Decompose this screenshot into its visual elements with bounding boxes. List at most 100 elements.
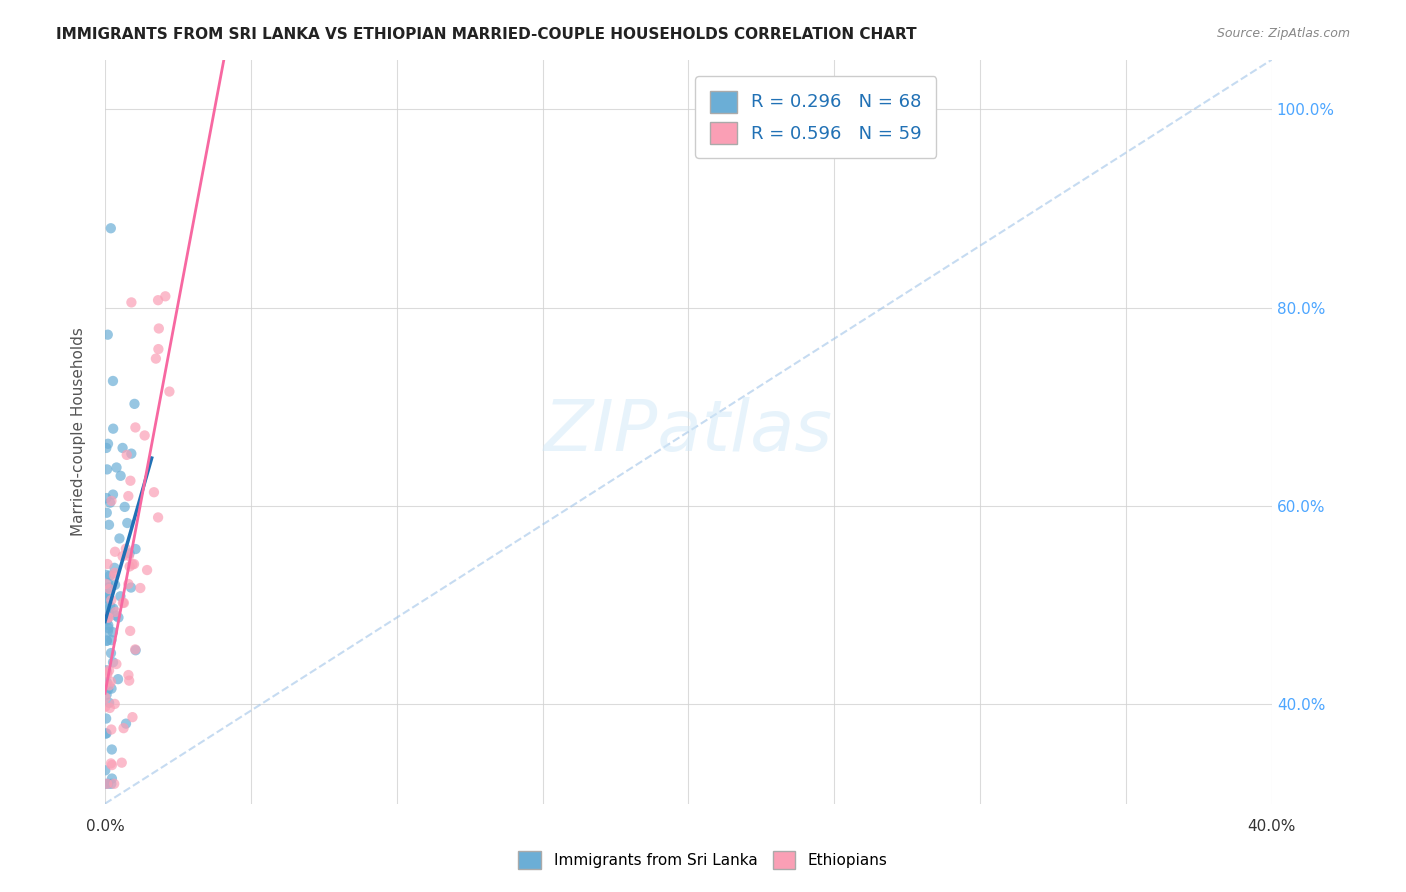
Point bbox=[104, 608, 127, 623]
Point bbox=[148, 321, 170, 335]
Point bbox=[121, 558, 143, 572]
Point bbox=[96, 663, 118, 677]
Point bbox=[96, 726, 118, 740]
Point bbox=[96, 777, 118, 791]
Point bbox=[103, 601, 125, 615]
Point bbox=[96, 491, 118, 505]
Point bbox=[124, 643, 146, 657]
Point bbox=[117, 516, 139, 530]
Point bbox=[97, 621, 120, 635]
Point bbox=[111, 441, 134, 455]
Point bbox=[104, 578, 127, 592]
Point bbox=[105, 657, 128, 671]
Point bbox=[96, 667, 118, 681]
Point bbox=[94, 589, 117, 603]
Point bbox=[101, 758, 124, 772]
Point bbox=[97, 327, 120, 342]
Point bbox=[101, 772, 124, 786]
Point bbox=[97, 586, 120, 600]
Point bbox=[105, 460, 128, 475]
Point bbox=[157, 384, 180, 399]
Text: 40.0%: 40.0% bbox=[1247, 819, 1296, 833]
Point bbox=[100, 756, 122, 771]
Point bbox=[129, 581, 152, 595]
Point bbox=[118, 559, 141, 574]
Point bbox=[96, 675, 118, 690]
Text: ZIPatlas: ZIPatlas bbox=[544, 397, 832, 467]
Point bbox=[100, 221, 122, 235]
Point bbox=[100, 593, 122, 607]
Point bbox=[120, 447, 142, 461]
Point bbox=[120, 295, 142, 310]
Point bbox=[115, 448, 138, 462]
Point bbox=[104, 545, 127, 559]
Point bbox=[111, 756, 134, 770]
Point bbox=[104, 566, 127, 580]
Point bbox=[97, 610, 120, 624]
Point bbox=[98, 568, 121, 582]
Point bbox=[120, 581, 142, 595]
Point bbox=[101, 487, 124, 501]
Point bbox=[94, 712, 117, 726]
Point bbox=[98, 664, 121, 678]
Point bbox=[96, 665, 118, 680]
Point bbox=[124, 542, 146, 557]
Text: Source: ZipAtlas.com: Source: ZipAtlas.com bbox=[1216, 27, 1350, 40]
Point bbox=[112, 721, 135, 735]
Point bbox=[115, 716, 138, 731]
Point bbox=[111, 549, 134, 564]
Point bbox=[114, 500, 136, 514]
Point bbox=[97, 576, 120, 591]
Point bbox=[94, 677, 117, 691]
Point bbox=[97, 777, 120, 791]
Point bbox=[96, 633, 118, 648]
Point bbox=[100, 633, 122, 648]
Point bbox=[94, 726, 117, 740]
Point bbox=[136, 563, 159, 577]
Point bbox=[94, 678, 117, 692]
Point bbox=[120, 624, 142, 638]
Point bbox=[96, 633, 118, 648]
Point bbox=[110, 589, 132, 603]
Point bbox=[96, 506, 118, 520]
Point bbox=[146, 510, 169, 524]
Point bbox=[101, 655, 124, 669]
Point bbox=[118, 673, 141, 688]
Point bbox=[143, 485, 166, 500]
Point bbox=[101, 374, 124, 388]
Point bbox=[98, 517, 121, 532]
Point bbox=[100, 723, 122, 737]
Point bbox=[96, 557, 118, 571]
Point bbox=[112, 596, 135, 610]
Point bbox=[100, 674, 122, 689]
Point bbox=[124, 397, 146, 411]
Point bbox=[96, 441, 118, 455]
Point bbox=[94, 577, 117, 591]
Point bbox=[101, 422, 124, 436]
Point bbox=[111, 596, 134, 610]
Point bbox=[96, 688, 118, 702]
Point bbox=[117, 489, 139, 503]
Point bbox=[98, 582, 121, 596]
Point bbox=[94, 690, 117, 705]
Point bbox=[103, 777, 125, 791]
Legend: R = 0.296   N = 68, R = 0.596   N = 59: R = 0.296 N = 68, R = 0.596 N = 59 bbox=[695, 76, 936, 158]
Point bbox=[97, 624, 120, 639]
Text: IMMIGRANTS FROM SRI LANKA VS ETHIOPIAN MARRIED-COUPLE HOUSEHOLDS CORRELATION CHA: IMMIGRANTS FROM SRI LANKA VS ETHIOPIAN M… bbox=[56, 27, 917, 42]
Point bbox=[155, 289, 177, 303]
Point bbox=[108, 532, 131, 546]
Point bbox=[124, 420, 146, 434]
Point bbox=[117, 577, 139, 591]
Point bbox=[107, 610, 129, 624]
Point bbox=[124, 642, 146, 657]
Point bbox=[117, 668, 139, 682]
Y-axis label: Married-couple Households: Married-couple Households bbox=[72, 327, 86, 536]
Point bbox=[104, 605, 127, 619]
Point bbox=[98, 696, 121, 710]
Point bbox=[107, 672, 129, 686]
Point bbox=[115, 541, 138, 556]
Point bbox=[98, 607, 121, 622]
Point bbox=[94, 599, 117, 613]
Legend: Immigrants from Sri Lanka, Ethiopians: Immigrants from Sri Lanka, Ethiopians bbox=[512, 845, 894, 875]
Point bbox=[103, 561, 125, 575]
